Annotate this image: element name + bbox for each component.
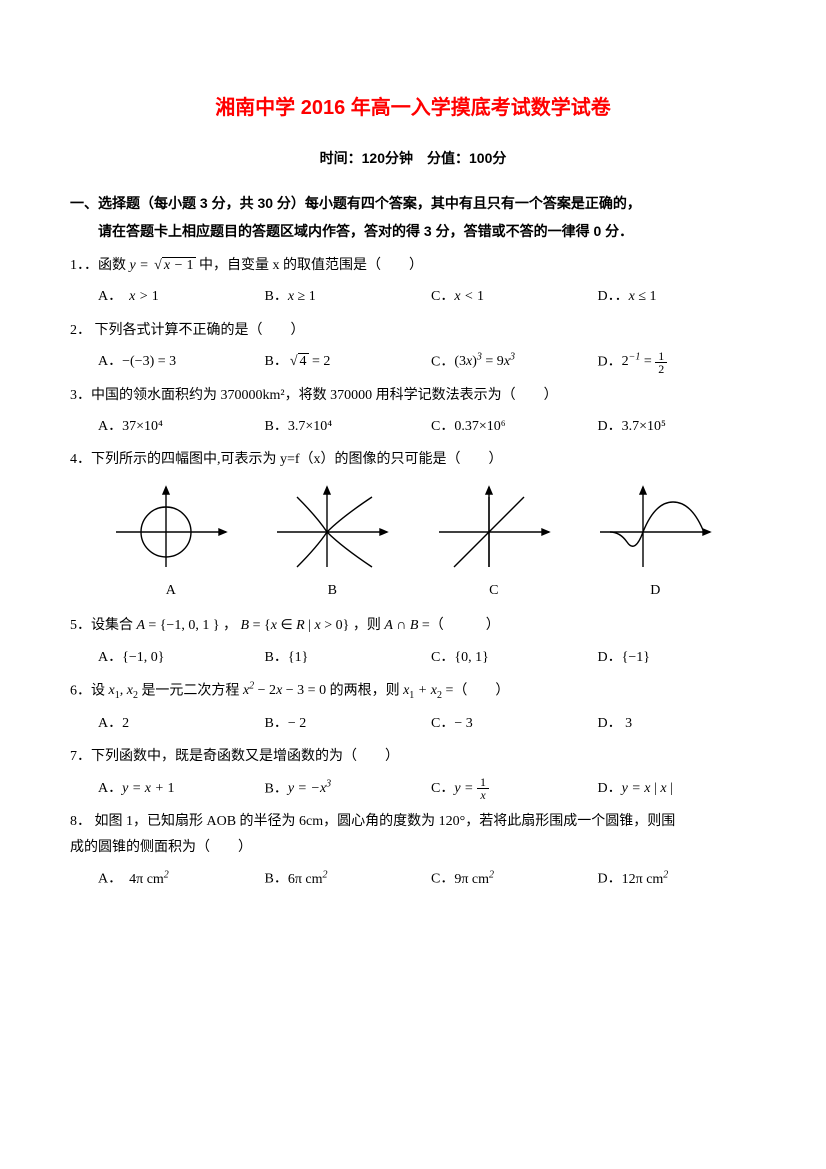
q4-graph-b: B <box>272 482 392 603</box>
q4-label-a: A <box>111 578 231 603</box>
q2-options: A．−(−3) = 3 B．4 = 2 C．(3x)3 = 9x3 D．2−1 … <box>70 349 756 375</box>
q1-suffix: 中，自变量 x 的取值范围是（ ） <box>199 258 423 273</box>
q3-options: A．37×10⁴ B．3.7×10⁴ C．0.37×10⁶ D．3.7×10⁵ <box>70 414 756 439</box>
q7-opt-a: A．y = x + 1 <box>98 776 257 802</box>
q1-opt-b: B．x ≥ 1 <box>265 284 424 309</box>
q1-opt-c: C．x < 1 <box>431 284 590 309</box>
q4-graph-a: A <box>111 482 231 603</box>
q6-suffix: 的两根，则 <box>330 683 404 698</box>
q5-opt-a: A．{−1, 0} <box>98 645 257 670</box>
question-6: 6．设 x1, x2 是一元二次方程 x2 − 2x − 3 = 0 的两根，则… <box>70 678 756 705</box>
q6-eq: x2 − 2x − 3 = 0 <box>243 683 326 698</box>
q1-formula: y = x − 1 <box>130 258 196 273</box>
q5-opt-b: B．{1} <box>265 645 424 670</box>
question-2: 2． 下列各式计算不正确的是（ ） <box>70 318 756 343</box>
q8-opt-d: D．12π cm2 <box>598 866 757 892</box>
q7-opt-c: C．y = 1x <box>431 776 590 802</box>
q4-graph-c: C <box>434 482 554 603</box>
q8-line2: 成的圆锥的侧面积为（ ） <box>70 835 756 860</box>
q2-opt-c: C．(3x)3 = 9x3 <box>431 349 590 375</box>
q3-opt-a: A．37×10⁴ <box>98 414 257 439</box>
q8-opt-a: A． 4π cm2 <box>98 866 257 892</box>
q8-options: A． 4π cm2 B．6π cm2 C．9π cm2 D．12π cm2 <box>70 866 756 892</box>
q4-label-b: B <box>272 578 392 603</box>
q2-opt-d: D．2−1 = 12 <box>598 349 757 375</box>
exam-title: 湘南中学 2016 年高一入学摸底考试数学试卷 <box>70 90 756 126</box>
q1-opt-a: A． x > 1 <box>98 284 257 309</box>
q5-prefix: 5．设集合 <box>70 618 137 633</box>
section-line2: 请在答题卡上相应题目的答题区域内作答，答对的得 3 分，答错或不答的一律得 0 … <box>70 217 756 245</box>
q5-options: A．{−1, 0} B．{1} C．{0, 1} D．{−1} <box>70 645 756 670</box>
question-4: 4．下列所示的四幅图中,可表示为 y=f（x）的图像的只可能是（ ） <box>70 447 756 472</box>
q6-opt-d: D． 3 <box>598 711 757 736</box>
q2-opt-b: B．4 = 2 <box>265 349 424 375</box>
question-1: 1．．函数 y = x − 1 中，自变量 x 的取值范围是（ ） <box>70 253 756 278</box>
q6-opt-a: A．2 <box>98 711 257 736</box>
q5-equals: A ∩ B = <box>384 618 429 633</box>
q4-label-d: D <box>595 578 715 603</box>
section-header: 一、选择题（每小题 3 分，共 30 分）每小题有四个答案，其中有且只有一个答案… <box>70 189 756 245</box>
exam-meta: 时间：120分钟 分值：100分 <box>70 146 756 171</box>
q6-mid: 是一元二次方程 <box>141 683 243 698</box>
q3-opt-c: C．0.37×10⁶ <box>431 414 590 439</box>
question-3: 3．中国的领水面积约为 370000km²，将数 370000 用科学记数法表示… <box>70 383 756 408</box>
question-5: 5．设集合 A = {−1, 0, 1 } ， B = {x ∈ R | x >… <box>70 613 756 638</box>
q7-options: A．y = x + 1 B．y = −x3 C．y = 1x D．y = x |… <box>70 776 756 802</box>
q8-opt-c: C．9π cm2 <box>431 866 590 892</box>
q6-prefix: 6．设 <box>70 683 109 698</box>
q4-label-c: C <box>434 578 554 603</box>
q6-sum: x1 + x2 = <box>403 683 453 698</box>
q1-opt-d: D．．x ≤ 1 <box>598 284 757 309</box>
q7-opt-d: D．y = x | x | <box>598 776 757 802</box>
q5-set-a: A = {−1, 0, 1 } <box>137 618 220 633</box>
q5-mid: ， <box>223 618 237 633</box>
q2-opt-a: A．−(−3) = 3 <box>98 349 257 375</box>
question-8: 8． 如图 1，已知扇形 AOB 的半径为 6cm，圆心角的度数为 120°，若… <box>70 809 756 859</box>
q4-graph-d: D <box>595 482 715 603</box>
q4-graphs: A B C <box>70 482 756 603</box>
q1-options: A． x > 1 B．x ≥ 1 C．x < 1 D．．x ≤ 1 <box>70 284 756 309</box>
q5-opt-d: D．{−1} <box>598 645 757 670</box>
question-7: 7．下列函数中，既是奇函数又是增函数的为（ ） <box>70 744 756 769</box>
q3-opt-d: D．3.7×10⁵ <box>598 414 757 439</box>
q5-set-b: B = {x ∈ R | x > 0} <box>241 618 350 633</box>
q6-opt-b: B．− 2 <box>265 711 424 736</box>
q7-opt-b: B．y = −x3 <box>265 776 424 802</box>
q6-options: A．2 B．− 2 C．− 3 D． 3 <box>70 711 756 736</box>
q3-opt-b: B．3.7×10⁴ <box>265 414 424 439</box>
q5-suffix: ，则 <box>353 618 385 633</box>
q6-opt-c: C．− 3 <box>431 711 590 736</box>
q1-prefix: 1．．函数 <box>70 258 130 273</box>
q5-opt-c: C．{0, 1} <box>431 645 590 670</box>
q6-roots: x1, x2 <box>109 683 138 698</box>
q8-opt-b: B．6π cm2 <box>265 866 424 892</box>
section-line1: 一、选择题（每小题 3 分，共 30 分）每小题有四个答案，其中有且只有一个答案… <box>70 189 756 217</box>
q8-line1: 8． 如图 1，已知扇形 AOB 的半径为 6cm，圆心角的度数为 120°，若… <box>70 809 756 834</box>
